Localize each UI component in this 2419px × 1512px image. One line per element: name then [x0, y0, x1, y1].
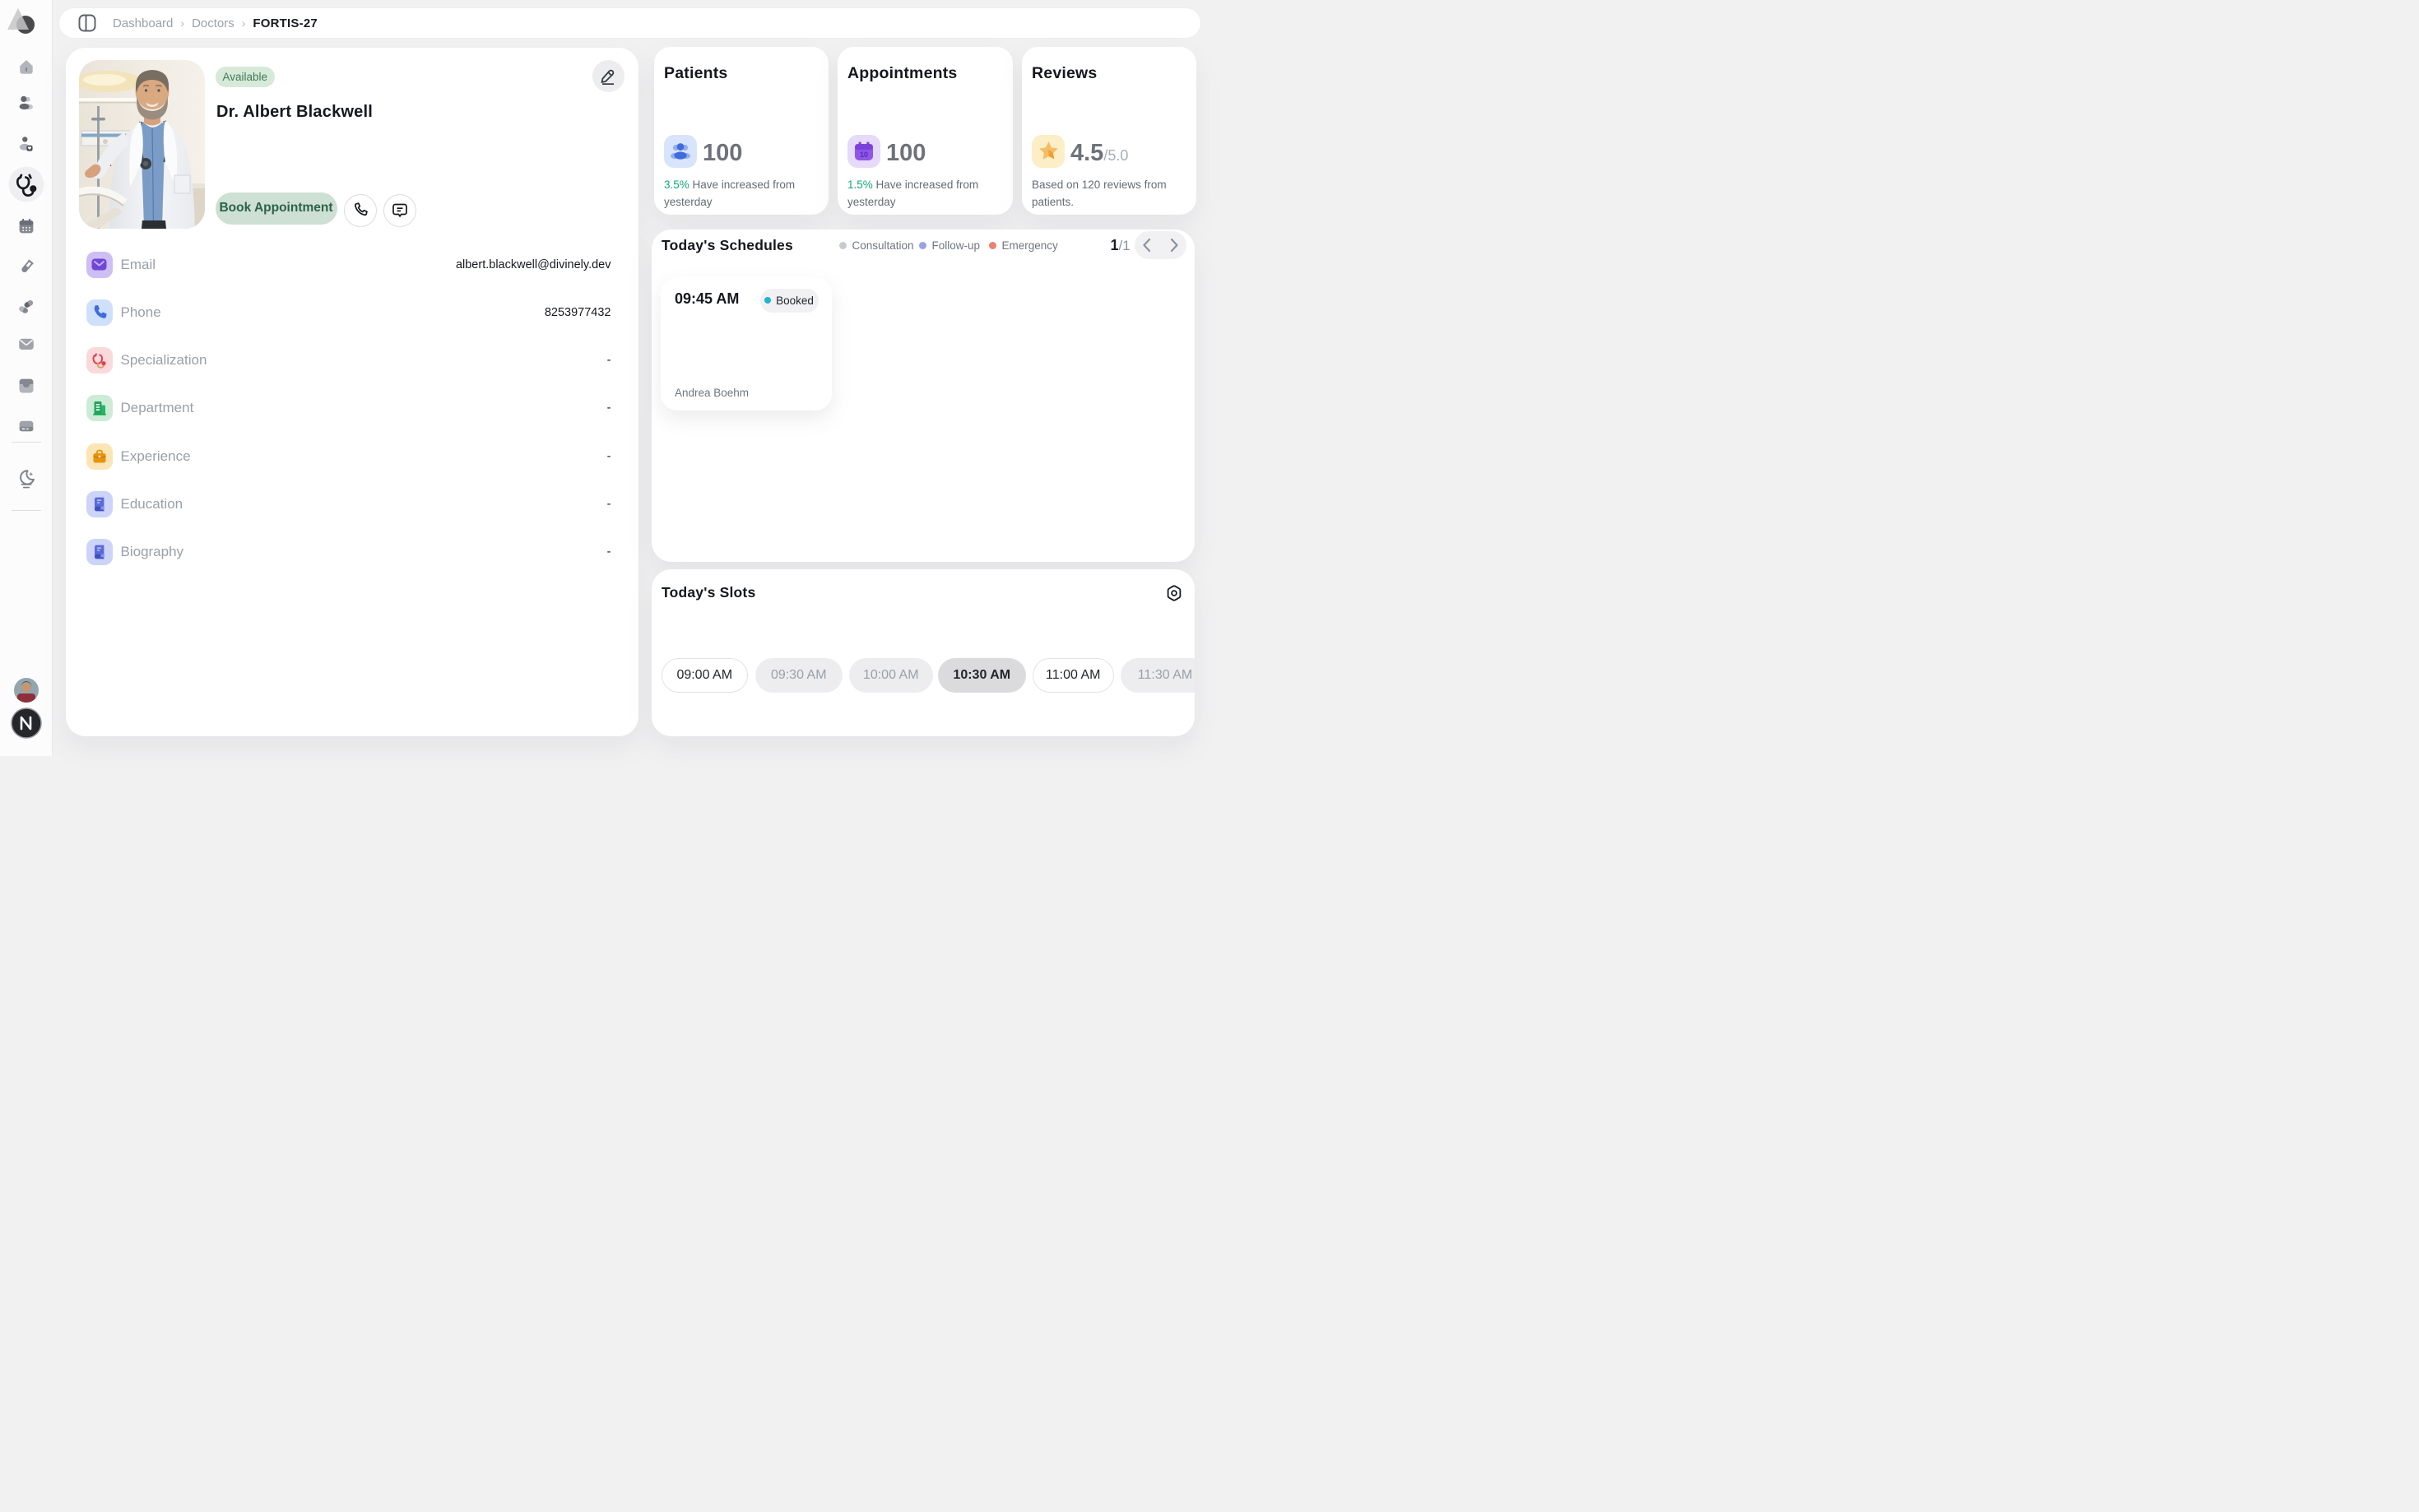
- svg-text:10: 10: [860, 151, 868, 159]
